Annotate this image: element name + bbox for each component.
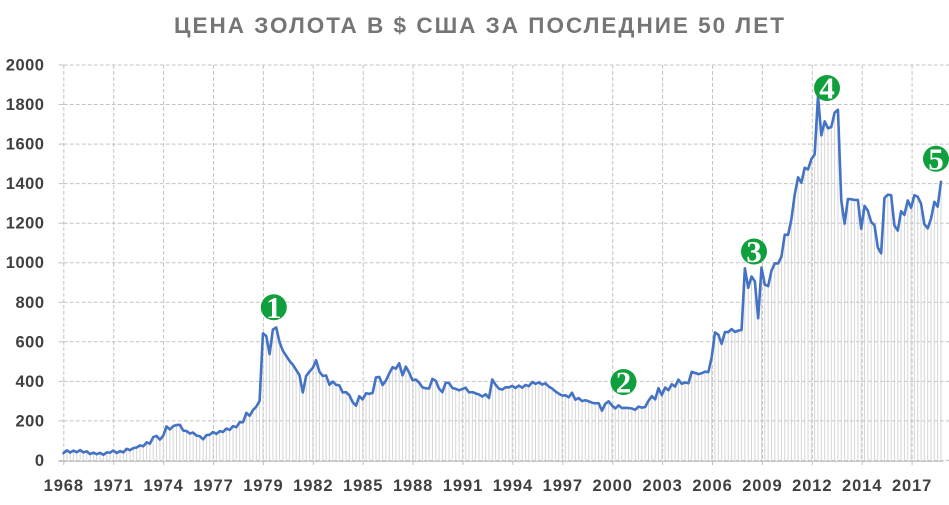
- svg-text:2000: 2000: [593, 477, 633, 495]
- svg-text:2003: 2003: [642, 477, 682, 495]
- svg-text:2009: 2009: [742, 477, 782, 495]
- svg-text:ЦЕНА ЗОЛОТА В $ США ЗА ПОСЛЕДН: ЦЕНА ЗОЛОТА В $ США ЗА ПОСЛЕДНИЕ 50 ЛЕТ: [174, 13, 786, 38]
- svg-text:2014: 2014: [842, 477, 882, 495]
- svg-text:0: 0: [35, 452, 45, 470]
- svg-text:2: 2: [616, 365, 632, 400]
- svg-text:2017: 2017: [892, 477, 932, 495]
- svg-text:1988: 1988: [393, 477, 433, 495]
- svg-text:1991: 1991: [443, 477, 483, 495]
- svg-text:1994: 1994: [493, 477, 533, 495]
- svg-text:2000: 2000: [6, 57, 45, 75]
- svg-text:800: 800: [15, 294, 44, 312]
- svg-text:1200: 1200: [6, 215, 45, 233]
- svg-text:600: 600: [15, 333, 44, 351]
- svg-text:1800: 1800: [6, 96, 45, 114]
- svg-text:1985: 1985: [343, 477, 383, 495]
- svg-text:1968: 1968: [44, 477, 84, 495]
- svg-text:1000: 1000: [6, 254, 45, 272]
- svg-text:1: 1: [266, 290, 282, 325]
- svg-text:5: 5: [928, 141, 944, 176]
- svg-text:2006: 2006: [692, 477, 732, 495]
- svg-text:1997: 1997: [543, 477, 583, 495]
- svg-text:1977: 1977: [193, 477, 233, 495]
- svg-text:1982: 1982: [293, 477, 333, 495]
- svg-text:1971: 1971: [94, 477, 134, 495]
- svg-text:4: 4: [819, 71, 835, 106]
- svg-text:1974: 1974: [143, 477, 183, 495]
- svg-text:1979: 1979: [243, 477, 283, 495]
- svg-text:2012: 2012: [792, 477, 832, 495]
- svg-text:1600: 1600: [6, 136, 45, 154]
- svg-text:400: 400: [15, 373, 44, 391]
- svg-text:3: 3: [746, 234, 762, 269]
- svg-text:200: 200: [15, 412, 44, 430]
- svg-text:1400: 1400: [6, 175, 45, 193]
